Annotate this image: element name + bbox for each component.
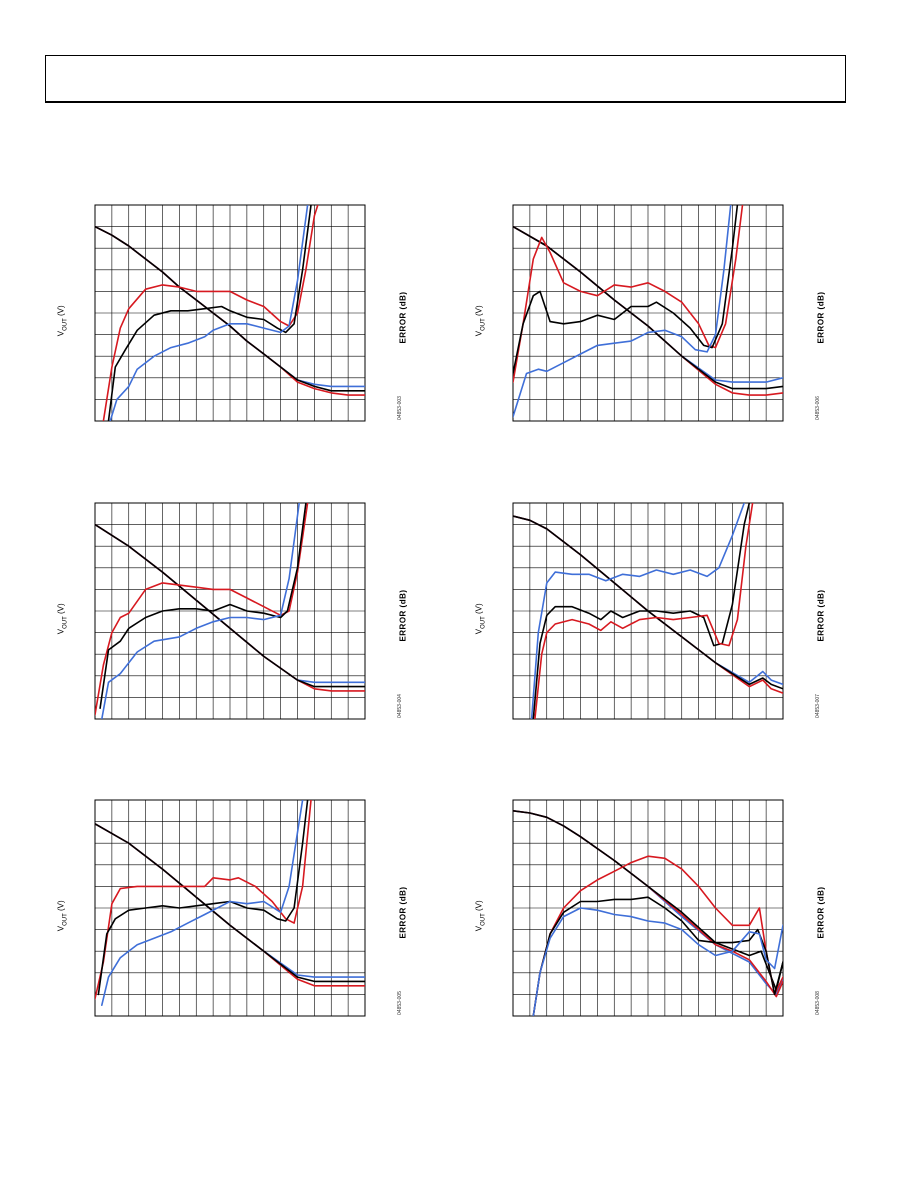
y2-axis-label: ERROR (dB): [398, 291, 408, 344]
series-line-blue: [109, 205, 309, 421]
plot-frame: [512, 204, 784, 422]
plot-frame: [512, 502, 784, 720]
plot-area: [512, 204, 784, 422]
y-axis-label: VOUT (V): [56, 603, 69, 635]
series-line-black: [97, 800, 309, 996]
series-line-black: [513, 205, 739, 375]
series-line-black: [95, 822, 365, 983]
series-line-black: [99, 503, 307, 709]
plot-area: [512, 502, 784, 720]
series-line-blue: [530, 503, 745, 719]
chart-panel-1: VOUT (V) ERROR (dB) 04853-003: [55, 204, 435, 440]
series-line-red: [513, 205, 744, 383]
figure-code: 04853-006: [814, 396, 821, 420]
y2-axis-label: ERROR (dB): [816, 589, 826, 642]
figure-code: 04853-008: [814, 991, 821, 1015]
figure-code: 04853-004: [396, 694, 403, 718]
y-axis-label: VOUT (V): [56, 305, 69, 337]
series-line-blue: [101, 503, 300, 719]
y-axis-label: VOUT (V): [474, 305, 487, 337]
series-line-black: [95, 225, 365, 392]
series-line-red: [95, 800, 312, 1000]
figure-code: 04853-007: [814, 694, 821, 718]
series-line-blue: [101, 800, 304, 1006]
plot-area: [94, 502, 366, 720]
y-axis-label: VOUT (V): [474, 603, 487, 635]
plot-frame: [94, 502, 366, 720]
series-line-black: [513, 225, 783, 390]
plot-frame: [512, 799, 784, 1017]
plot-frame: [94, 799, 366, 1017]
y-axis-label: VOUT (V): [56, 900, 69, 932]
y2-axis-label: ERROR (dB): [398, 589, 408, 642]
series-line-black: [513, 810, 783, 991]
figure-code: 04853-003: [396, 396, 403, 420]
chart-panel-4: VOUT (V) ERROR (dB) 04853-007: [473, 502, 853, 738]
page-header-box: [45, 55, 846, 103]
chart-panel-6: VOUT (V) ERROR (dB) 04853-008: [473, 799, 853, 1035]
series-line-black: [107, 205, 312, 421]
figure-code: 04853-005: [396, 991, 403, 1015]
chart-panel-2: VOUT (V) ERROR (dB) 04853-006: [473, 204, 853, 440]
y-axis-label: VOUT (V): [474, 900, 487, 932]
series-line-red: [102, 205, 319, 421]
y2-axis-label: ERROR (dB): [816, 886, 826, 939]
series-line-blue: [513, 205, 732, 418]
series-line-black: [513, 515, 783, 690]
series-line-black: [95, 523, 365, 688]
series-line-red: [532, 855, 783, 1016]
y2-axis-label: ERROR (dB): [816, 291, 826, 344]
plot-area: [512, 799, 784, 1017]
series-line-red: [534, 503, 754, 719]
y2-axis-label: ERROR (dB): [398, 886, 408, 939]
plot-area: [94, 799, 366, 1017]
plot-frame: [94, 204, 366, 422]
series-line-black: [532, 896, 783, 1016]
series-line-blue: [532, 907, 783, 1016]
plot-area: [94, 204, 366, 422]
chart-panel-3: VOUT (V) ERROR (dB) 04853-004: [55, 502, 435, 738]
chart-panel-5: VOUT (V) ERROR (dB) 04853-005: [55, 799, 435, 1035]
